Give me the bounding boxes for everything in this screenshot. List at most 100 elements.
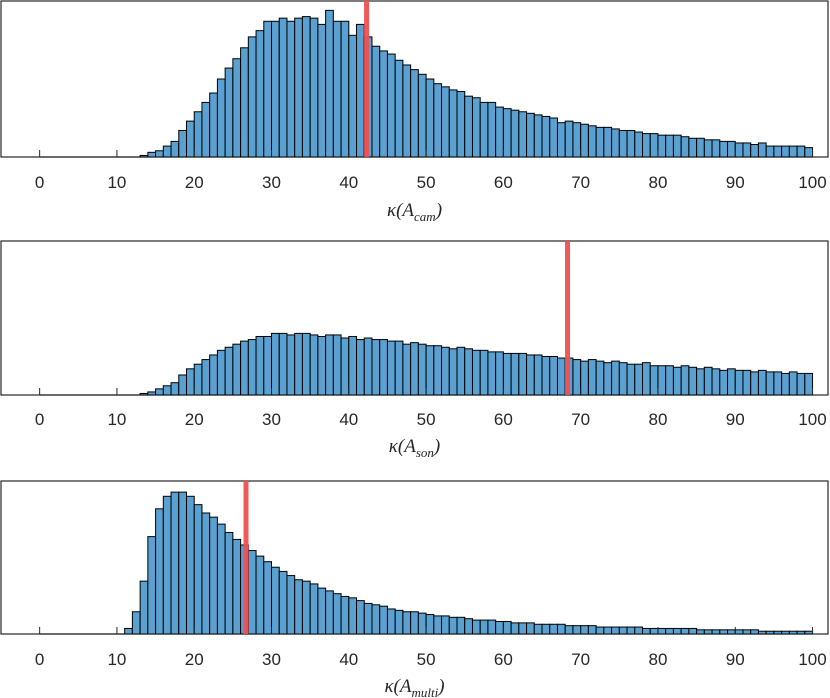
histogram-bar	[363, 602, 373, 635]
histogram-bar	[209, 92, 218, 158]
histogram-bar	[278, 17, 288, 158]
histogram-bar	[340, 337, 350, 396]
histogram-bar	[549, 356, 558, 396]
histogram-bar	[247, 550, 257, 635]
histogram-bar	[448, 89, 458, 158]
histogram-bar	[487, 619, 497, 635]
histogram-bar	[556, 122, 566, 158]
histogram-bar	[680, 136, 690, 158]
histogram-bar	[155, 150, 164, 158]
histogram-bar	[464, 618, 473, 635]
x-tick-label: 20	[185, 650, 204, 669]
histogram-bar	[657, 365, 667, 396]
histogram-bar	[572, 122, 582, 158]
x-axis-label-symbol: κ(A	[384, 676, 411, 697]
histogram-bar	[719, 369, 729, 396]
histogram-bar	[263, 561, 273, 635]
histogram-bar	[750, 144, 759, 158]
histogram-bar	[479, 349, 489, 396]
histogram-bar	[147, 151, 157, 158]
histogram-bar	[224, 346, 234, 396]
histogram-bar	[734, 142, 744, 158]
histogram-bar	[696, 368, 705, 396]
histogram-bar	[139, 392, 149, 396]
histogram-bar	[672, 134, 682, 158]
histogram-bar	[456, 90, 466, 158]
histogram-bar	[533, 114, 543, 158]
histogram-bar	[672, 627, 682, 635]
histogram-bar	[773, 630, 783, 635]
x-tick-label: 100	[798, 410, 826, 429]
histogram-bar	[680, 627, 690, 635]
histogram-bar	[255, 555, 265, 635]
histogram-bar	[332, 593, 342, 635]
histogram-bar	[580, 360, 589, 396]
histogram-bar	[394, 340, 404, 396]
histogram-bar	[719, 140, 729, 158]
histogram-bar	[510, 352, 520, 396]
histogram-bar	[464, 95, 473, 158]
x-tick-label: 10	[107, 410, 126, 429]
histogram-bar	[201, 359, 211, 396]
histogram-bar	[711, 629, 721, 635]
histogram-bar	[147, 391, 157, 396]
histogram-bar	[796, 372, 806, 396]
histogram-bar	[734, 369, 744, 396]
histogram-bar	[325, 9, 334, 158]
histogram-bar	[317, 23, 327, 158]
histogram-bar	[410, 611, 419, 635]
histogram-bar	[301, 332, 311, 396]
histogram-bar	[796, 145, 806, 158]
histogram-bar	[286, 20, 296, 158]
histogram-bar	[781, 372, 790, 396]
histogram-bar	[672, 366, 682, 396]
histogram-bar	[301, 16, 311, 158]
histogram-bar	[441, 86, 450, 158]
histogram-bar	[402, 611, 412, 635]
histogram-bar	[742, 142, 752, 158]
histogram-bar	[131, 611, 141, 635]
histogram-bar	[526, 112, 535, 158]
histogram-bar	[556, 623, 566, 635]
histogram-bar	[240, 340, 249, 396]
histogram-bar	[124, 627, 133, 635]
histogram-bar	[526, 354, 535, 396]
histogram-bar	[518, 111, 528, 158]
histogram-bar	[185, 495, 195, 635]
histogram-bar	[626, 129, 636, 158]
histogram-bar	[162, 145, 172, 158]
histogram-bar	[417, 343, 427, 396]
histogram-bar	[386, 608, 396, 635]
histogram-bar	[510, 109, 520, 158]
histogram-bar	[379, 339, 388, 396]
histogram-bar	[487, 101, 497, 158]
histogram-bar	[479, 619, 489, 635]
x-tick-label: 90	[726, 650, 745, 669]
histogram-bar	[332, 334, 342, 396]
x-tick-label: 60	[494, 410, 513, 429]
histogram-bar	[147, 536, 157, 635]
histogram-bar	[155, 508, 164, 635]
histogram-bar	[471, 349, 481, 396]
histogram-bar	[696, 137, 705, 158]
x-tick-label: 100	[798, 650, 826, 669]
histogram-bar	[386, 340, 396, 396]
x-tick-label: 0	[35, 173, 44, 192]
histogram-bar	[263, 20, 273, 158]
histogram-bar	[750, 629, 759, 635]
histogram-bar	[309, 17, 319, 158]
histogram-bar	[595, 626, 605, 635]
x-axis-label-symbol: κ(A	[387, 200, 414, 221]
x-tick-label: 30	[262, 650, 281, 669]
histogram-bar	[379, 50, 388, 158]
histogram-bar	[611, 626, 620, 635]
histogram-bar	[317, 335, 327, 396]
histogram-bar	[603, 126, 613, 158]
x-axis-label: κ(Amulti)	[384, 676, 444, 698]
histogram-bar	[742, 629, 752, 635]
histogram-bar	[734, 629, 744, 635]
histogram-bar	[317, 587, 327, 635]
histogram-bar	[441, 615, 450, 635]
histogram-bar	[587, 125, 597, 158]
histogram-bar	[711, 139, 721, 158]
